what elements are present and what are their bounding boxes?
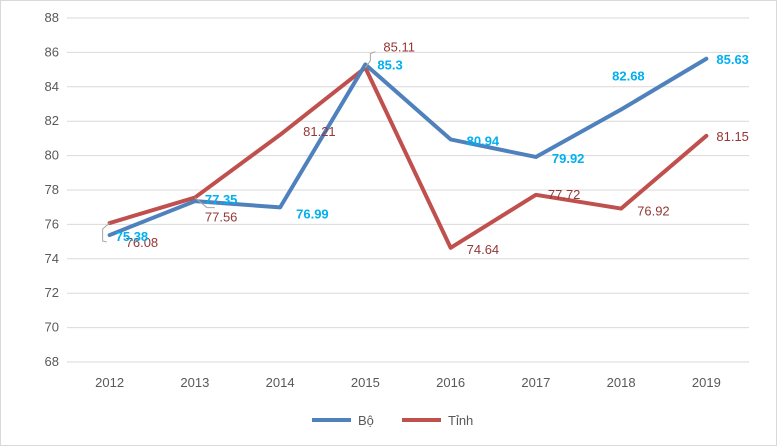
data-label-tinh: 76.08 [126,235,159,250]
legend-label-bo: Bộ [358,413,374,428]
y-tick-label: 72 [45,285,59,300]
series-line-bo [107,56,709,238]
x-tick-label: 2017 [521,375,550,390]
x-tick-label: 2014 [266,375,295,390]
x-tick-label: 2019 [692,375,721,390]
label-leader-line [102,222,110,243]
y-tick-label: 68 [45,354,59,369]
x-axis-ticks: 2012 2013 2014 2015 2016 2017 2018 2019 [95,375,721,390]
x-tick-label: 2015 [351,375,380,390]
data-label-bo: 85.3 [377,57,402,72]
legend: Bộ Tỉnh [312,413,473,428]
data-label-tinh: 76.92 [637,204,670,219]
data-label-bo: 79.92 [552,151,585,166]
y-tick-label: 70 [45,320,59,335]
data-label-bo: 76.99 [296,206,329,221]
data-label-bo: 85.63 [716,52,749,67]
x-tick-label: 2018 [607,375,636,390]
data-label-bo: 80.94 [467,133,500,148]
x-tick-label: 2013 [180,375,209,390]
y-tick-label: 78 [45,182,59,197]
data-label-tinh: 77.72 [548,187,581,202]
y-tick-label: 76 [45,216,59,231]
y-tick-label: 82 [45,113,59,128]
series-lines [107,56,709,250]
y-tick-label: 84 [45,79,59,94]
data-label-bo: 77.35 [205,192,238,207]
data-label-tinh: 81.15 [716,129,749,144]
y-axis-ticks: 68 70 72 74 76 78 80 82 84 86 88 [45,10,59,369]
gridlines [67,17,749,363]
data-label-bo: 82.68 [612,69,645,84]
data-label-tinh: 74.64 [467,242,500,257]
legend-label-tinh: Tỉnh [448,413,473,428]
data-label-tinh: 81.21 [303,124,336,139]
x-tick-label: 2012 [95,375,124,390]
y-tick-label: 80 [45,148,59,163]
label-leader-line [364,51,376,68]
data-label-tinh: 85.11 [383,40,415,55]
x-tick-label: 2016 [436,375,465,390]
data-label-bo: 75.38 [116,229,149,244]
data-label-tinh: 77.56 [205,210,238,225]
y-tick-label: 88 [45,10,59,25]
data-labels: 76.08 77.56 81.21 85.11 74.64 77.72 76.92 81.15… [102,40,749,257]
y-tick-label: 74 [45,251,59,266]
series-line-tinh [107,65,709,250]
label-leader-line [194,197,215,209]
y-tick-label: 86 [45,44,59,59]
